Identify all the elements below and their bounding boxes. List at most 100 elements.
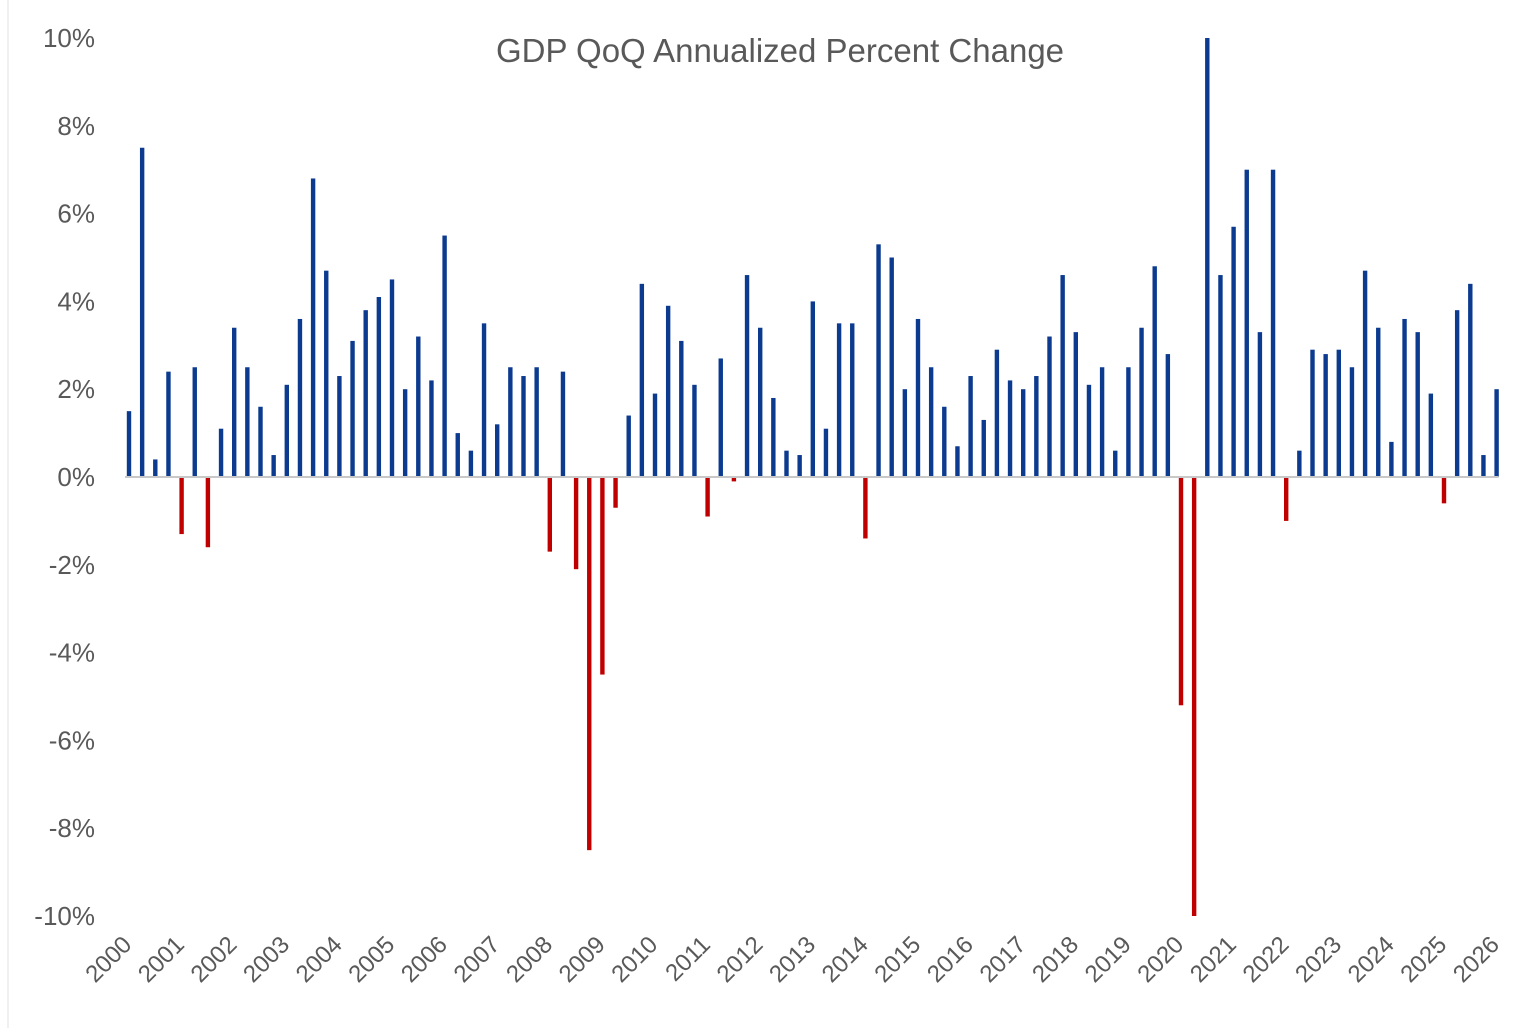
bar bbox=[1297, 450, 1302, 477]
x-tick-label: 2018 bbox=[1027, 931, 1084, 988]
bar bbox=[1270, 169, 1276, 477]
bar bbox=[258, 406, 263, 477]
bar bbox=[166, 371, 171, 477]
y-tick-label: 6% bbox=[57, 199, 95, 229]
bar bbox=[652, 393, 658, 477]
x-tick-label: 2023 bbox=[1290, 931, 1347, 988]
x-tick-label: 2007 bbox=[449, 931, 506, 988]
bar bbox=[442, 235, 447, 477]
bar bbox=[784, 450, 789, 477]
x-tick-label: 2019 bbox=[1080, 931, 1137, 988]
bar bbox=[836, 323, 842, 477]
bar bbox=[1428, 393, 1434, 477]
bar bbox=[915, 318, 921, 477]
bar bbox=[126, 411, 132, 477]
y-tick-label: 2% bbox=[57, 374, 95, 404]
x-tick-label: 2009 bbox=[554, 931, 611, 988]
bar bbox=[928, 367, 934, 477]
bar bbox=[245, 367, 250, 477]
chart-title: GDP QoQ Annualized Percent Change bbox=[496, 32, 1064, 69]
bar bbox=[981, 419, 986, 477]
bar bbox=[968, 376, 973, 477]
bar bbox=[1362, 270, 1368, 477]
bar bbox=[179, 477, 184, 535]
bar bbox=[481, 323, 487, 477]
bar bbox=[139, 147, 145, 477]
bar bbox=[718, 358, 723, 477]
y-tick-label: 10% bbox=[43, 23, 95, 53]
bar bbox=[1034, 376, 1039, 477]
bar bbox=[665, 305, 671, 477]
x-tick-label: 2017 bbox=[975, 931, 1032, 988]
bar bbox=[1073, 332, 1078, 477]
x-tick-label: 2011 bbox=[660, 931, 716, 987]
bar bbox=[626, 415, 631, 477]
y-tick-label: 8% bbox=[57, 111, 95, 141]
bar bbox=[1494, 389, 1499, 477]
x-tick-label: 2026 bbox=[1448, 931, 1505, 988]
bar bbox=[1165, 354, 1171, 477]
bar bbox=[1060, 275, 1065, 477]
bar bbox=[955, 446, 960, 477]
bar bbox=[310, 178, 316, 478]
y-tick-label: -4% bbox=[49, 638, 95, 668]
bar bbox=[1126, 367, 1131, 477]
bar bbox=[324, 270, 329, 477]
bar bbox=[1257, 332, 1263, 477]
bar bbox=[297, 318, 303, 477]
bar bbox=[1218, 275, 1223, 477]
x-tick-label: 2013 bbox=[764, 931, 821, 988]
x-tick-label: 2005 bbox=[343, 931, 400, 988]
bar bbox=[639, 283, 645, 477]
bar bbox=[1178, 477, 1184, 706]
bar bbox=[1441, 477, 1447, 504]
bar bbox=[1191, 477, 1197, 916]
bar bbox=[1205, 38, 1210, 477]
bar bbox=[863, 477, 868, 539]
x-tick-label: 2000 bbox=[80, 931, 137, 988]
x-tick-label: 2004 bbox=[291, 931, 348, 988]
bar bbox=[1139, 327, 1144, 477]
bar bbox=[994, 349, 1000, 477]
bar bbox=[1454, 310, 1460, 477]
bar bbox=[850, 323, 855, 477]
bar bbox=[284, 384, 289, 477]
bar bbox=[1468, 283, 1473, 477]
bar bbox=[731, 477, 737, 482]
bar bbox=[1336, 349, 1341, 477]
x-tick-label: 2021 bbox=[1185, 931, 1242, 988]
bar bbox=[218, 428, 224, 477]
bar bbox=[1376, 327, 1381, 477]
bar bbox=[508, 367, 513, 477]
bar bbox=[679, 340, 684, 477]
y-tick-label: -8% bbox=[49, 813, 95, 843]
bar bbox=[363, 310, 368, 477]
bar bbox=[942, 406, 947, 477]
x-tick-label: 2014 bbox=[817, 931, 874, 988]
bar bbox=[232, 327, 237, 477]
bar bbox=[1284, 477, 1289, 521]
y-tick-label: 4% bbox=[57, 286, 95, 316]
bar bbox=[1310, 349, 1315, 477]
bar bbox=[455, 433, 460, 477]
bar bbox=[705, 477, 710, 517]
bar bbox=[429, 380, 434, 477]
bar bbox=[153, 459, 158, 477]
bar bbox=[271, 455, 276, 477]
x-tick-label: 2024 bbox=[1343, 931, 1400, 988]
bar bbox=[416, 336, 421, 477]
bar bbox=[192, 367, 197, 477]
bar bbox=[1481, 455, 1486, 477]
x-tick-label: 2010 bbox=[606, 931, 663, 988]
bar bbox=[547, 477, 552, 552]
bar bbox=[744, 275, 750, 477]
bar bbox=[495, 424, 500, 477]
bar bbox=[560, 371, 566, 477]
bar bbox=[1349, 367, 1355, 477]
bar bbox=[534, 367, 539, 477]
bar bbox=[1099, 367, 1105, 477]
bar bbox=[521, 376, 526, 477]
bar bbox=[468, 450, 474, 477]
y-tick-label: -2% bbox=[49, 550, 95, 580]
bar bbox=[1152, 266, 1157, 477]
